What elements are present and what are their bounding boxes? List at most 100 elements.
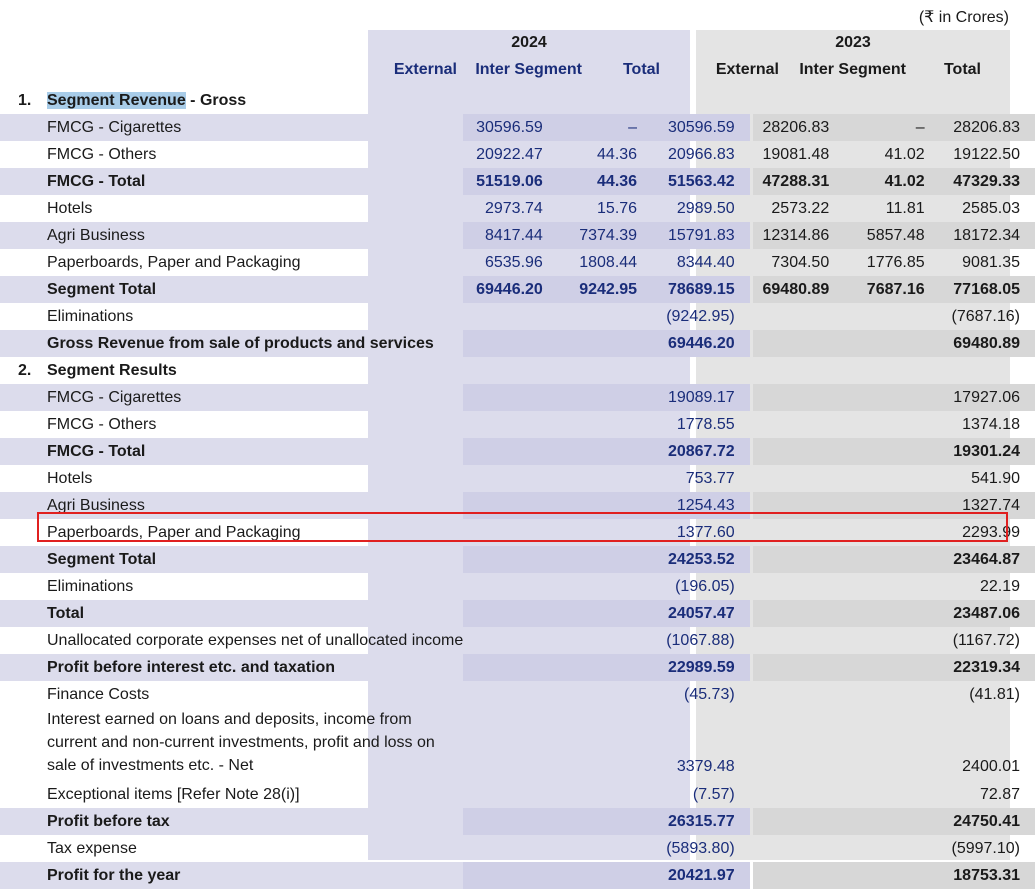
- cell-total-2023: 19301.24: [939, 438, 1035, 465]
- cell-ext-2024: [463, 835, 558, 862]
- cell-ext-2024: [463, 627, 558, 654]
- table-row: FMCG - Cigarettes 30596.59–30596.59 28206.…: [0, 114, 1035, 141]
- cell-inter-2024: [558, 627, 652, 654]
- cell-total-2024: (7.57): [692, 785, 735, 803]
- cell-total-2023: (41.81): [969, 685, 1020, 703]
- cell-ext-2024: [463, 492, 558, 519]
- cell-total-2024: 26315.77: [652, 808, 750, 835]
- cell-total-2024: 1254.43: [652, 492, 750, 519]
- cell-ext-2023: [753, 465, 844, 492]
- cell-inter-2023: [844, 862, 940, 889]
- cell-ext-2024: 6535.96: [484, 253, 543, 271]
- table-row: Paperboards, Paper and Packaging 1377.60 2…: [0, 519, 1035, 546]
- cell-inter-2023: [844, 438, 940, 465]
- cell-inter-2024: [557, 862, 653, 889]
- cell-ext-2023: [753, 654, 845, 681]
- cell-inter-2023: [844, 384, 940, 411]
- cell-total-2024: 1778.55: [676, 415, 735, 433]
- cell-ext-2023: 12314.86: [753, 222, 845, 249]
- cell-inter-2024: [557, 600, 653, 627]
- cell-inter-2024: [558, 303, 652, 330]
- cell-total-2023: 18172.34: [939, 222, 1035, 249]
- row-label: Profit before interest etc. and taxation: [0, 654, 464, 681]
- cell-inter-2024: [558, 708, 652, 781]
- cell-total-2024: 20966.83: [667, 145, 735, 163]
- row-label: FMCG - Total: [0, 438, 464, 465]
- cell-total-2023: 2400.01: [962, 758, 1020, 775]
- cell-inter-2023: [844, 492, 940, 519]
- cell-ext-2024: [463, 654, 558, 681]
- year-2023-heading: 2023: [835, 34, 871, 51]
- cell-inter-2024: –: [557, 114, 653, 141]
- cell-ext-2024: [463, 808, 558, 835]
- cell-total-2023: 1327.74: [939, 492, 1035, 519]
- cell-total-2024: 24253.52: [652, 546, 750, 573]
- cell-total-2023: 24750.41: [939, 808, 1035, 835]
- row-label: Tax expense: [47, 839, 137, 857]
- table-row: Eliminations (9242.95) (7687.16): [0, 303, 1035, 330]
- row-label: FMCG - Total: [0, 168, 464, 195]
- table-row: Segment Total 69446.20 9242.95 78689.15 6948…: [0, 276, 1035, 303]
- cell-total-2023: 2585.03: [962, 199, 1020, 217]
- table-row: Paperboards, Paper and Packaging 6535.96 1…: [0, 249, 1035, 276]
- cell-inter-2024: 44.36: [597, 145, 638, 163]
- col-2024-external: External: [393, 61, 457, 78]
- cell-total-2024: (1067.88): [666, 631, 735, 649]
- table-row: Hotels 2973.74 15.76 2989.50 2573.22 11.81 258…: [0, 195, 1035, 222]
- table-row: FMCG - Others 20922.47 44.36 20966.83 19081.…: [0, 141, 1035, 168]
- cell-ext-2023: [753, 627, 844, 654]
- cell-total-2024: 1377.60: [676, 523, 735, 541]
- cell-inter-2023: [844, 708, 939, 781]
- cell-ext-2023: 7304.50: [771, 253, 830, 271]
- section-title-highlighted: Segment Revenue: [47, 91, 186, 109]
- row-label: Gross Revenue from sale of products and …: [0, 330, 464, 357]
- cell-total-2024: 2989.50: [676, 199, 735, 217]
- section-title-text: Segment Results: [47, 361, 177, 379]
- row-label: Eliminations: [47, 577, 134, 595]
- cell-ext-2023: 69480.89: [753, 276, 845, 303]
- row-label: FMCG - Cigarettes: [0, 114, 464, 141]
- year-2024-heading: 2024: [511, 34, 547, 51]
- cell-total-2024: 15791.83: [652, 222, 750, 249]
- cell-inter-2023: [844, 835, 939, 862]
- cell-ext-2023: [753, 681, 844, 708]
- cell-total-2023: 1374.18: [962, 415, 1020, 433]
- cell-inter-2024: 44.36: [557, 168, 653, 195]
- cell-ext-2023: [753, 808, 845, 835]
- cell-ext-2023: 19081.48: [762, 145, 830, 163]
- cell-total-2024: 78689.15: [652, 276, 750, 303]
- cell-total-2023: (7687.16): [951, 307, 1021, 325]
- cell-total-2024: 51563.42: [652, 168, 750, 195]
- row-label: Interest earned on loans and deposits, i…: [47, 711, 435, 774]
- table-row: Eliminations (196.05) 22.19: [0, 573, 1035, 600]
- cell-total-2024: (196.05): [675, 577, 735, 595]
- cell-total-2023: 28206.83: [939, 114, 1035, 141]
- cell-ext-2024: [463, 708, 558, 781]
- cell-total-2024: 22989.59: [652, 654, 750, 681]
- cell-ext-2023: [753, 546, 845, 573]
- section-title: 1. Segment Revenue - Gross: [0, 87, 1035, 114]
- cell-inter-2023: [844, 573, 939, 600]
- row-label: Exceptional items [Refer Note 28(i)]: [47, 785, 300, 803]
- cell-total-2023: 69480.89: [939, 330, 1035, 357]
- cell-total-2023: 47329.33: [939, 168, 1035, 195]
- cell-inter-2023: 7687.16: [844, 276, 940, 303]
- cell-inter-2024: [558, 465, 652, 492]
- row-label: FMCG - Others: [47, 145, 157, 163]
- cell-ext-2023: [753, 330, 845, 357]
- cell-inter-2024: 1808.44: [579, 253, 638, 271]
- cell-total-2023: (1167.72): [952, 631, 1020, 649]
- cell-total-2023: 23464.87: [939, 546, 1035, 573]
- cell-total-2024: 24057.47: [652, 600, 750, 627]
- section-number: 1.: [18, 91, 32, 109]
- section-header-row: 2. Segment Results: [0, 357, 1035, 384]
- cell-ext-2024: [463, 330, 558, 357]
- row-label: Hotels: [47, 469, 93, 487]
- cell-total-2024: 20421.97: [652, 862, 750, 889]
- cell-total-2023: 18753.31: [939, 862, 1035, 889]
- cell-total-2024: 3379.48: [676, 758, 735, 775]
- cell-total-2024: 69446.20: [652, 330, 750, 357]
- section-title: 2. Segment Results: [0, 357, 1035, 384]
- cell-total-2024: 8344.40: [676, 253, 735, 271]
- cell-ext-2024: [463, 303, 558, 330]
